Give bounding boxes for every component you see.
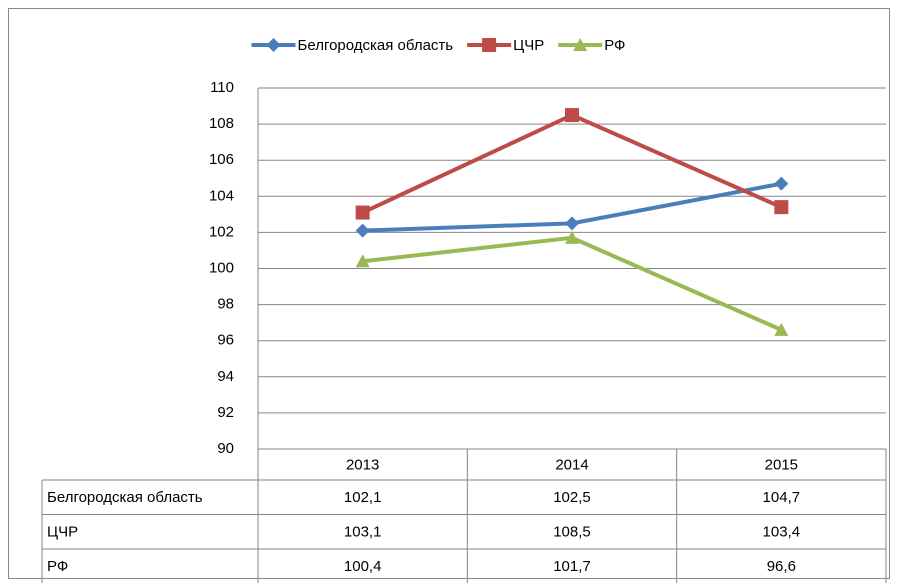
marker — [774, 200, 789, 215]
marker — [565, 230, 579, 244]
legend-marker — [266, 38, 281, 52]
table-row-label: ЦЧР — [47, 524, 78, 541]
marker — [774, 322, 789, 336]
table-cell: 102,1 — [344, 489, 382, 506]
table-cell: 100,4 — [344, 558, 382, 575]
table-cell: 102,5 — [553, 489, 591, 506]
y-tick-label: 100 — [209, 259, 234, 276]
table-cell: 103,1 — [344, 524, 382, 541]
x-tick-label: 2015 — [765, 456, 798, 473]
marker — [774, 176, 789, 191]
y-tick-label: 98 — [217, 296, 234, 313]
marker — [565, 216, 579, 231]
marker — [355, 223, 370, 238]
y-tick-label: 106 — [209, 151, 234, 168]
y-tick-label: 90 — [217, 440, 234, 457]
table-cell: 103,4 — [763, 524, 801, 541]
y-tick-label: 102 — [209, 223, 234, 240]
marker — [355, 205, 370, 220]
table-row-label: РФ — [47, 558, 68, 575]
legend-marker — [482, 38, 497, 52]
y-tick-label: 108 — [209, 115, 234, 132]
marker — [355, 254, 370, 268]
table-cell: 108,5 — [553, 524, 591, 541]
legend-label: ЦЧР — [513, 37, 544, 54]
marker — [565, 108, 579, 123]
y-tick-label: 104 — [209, 187, 234, 204]
y-tick-label: 110 — [210, 79, 234, 96]
legend-label: Белгородская область — [298, 37, 454, 54]
table-cell: 101,7 — [553, 558, 591, 575]
legend-marker — [573, 38, 588, 51]
x-tick-label: 2014 — [555, 456, 588, 473]
table-cell: 104,7 — [763, 489, 801, 506]
legend-label: РФ — [604, 37, 625, 54]
y-tick-label: 94 — [217, 368, 234, 385]
y-tick-label: 96 — [217, 332, 234, 349]
x-tick-label: 2013 — [346, 456, 379, 473]
table-cell: 96,6 — [767, 558, 796, 575]
table-row-label: Белгородская область — [47, 489, 203, 506]
chart-border — [8, 8, 890, 579]
y-tick-label: 92 — [217, 404, 234, 421]
